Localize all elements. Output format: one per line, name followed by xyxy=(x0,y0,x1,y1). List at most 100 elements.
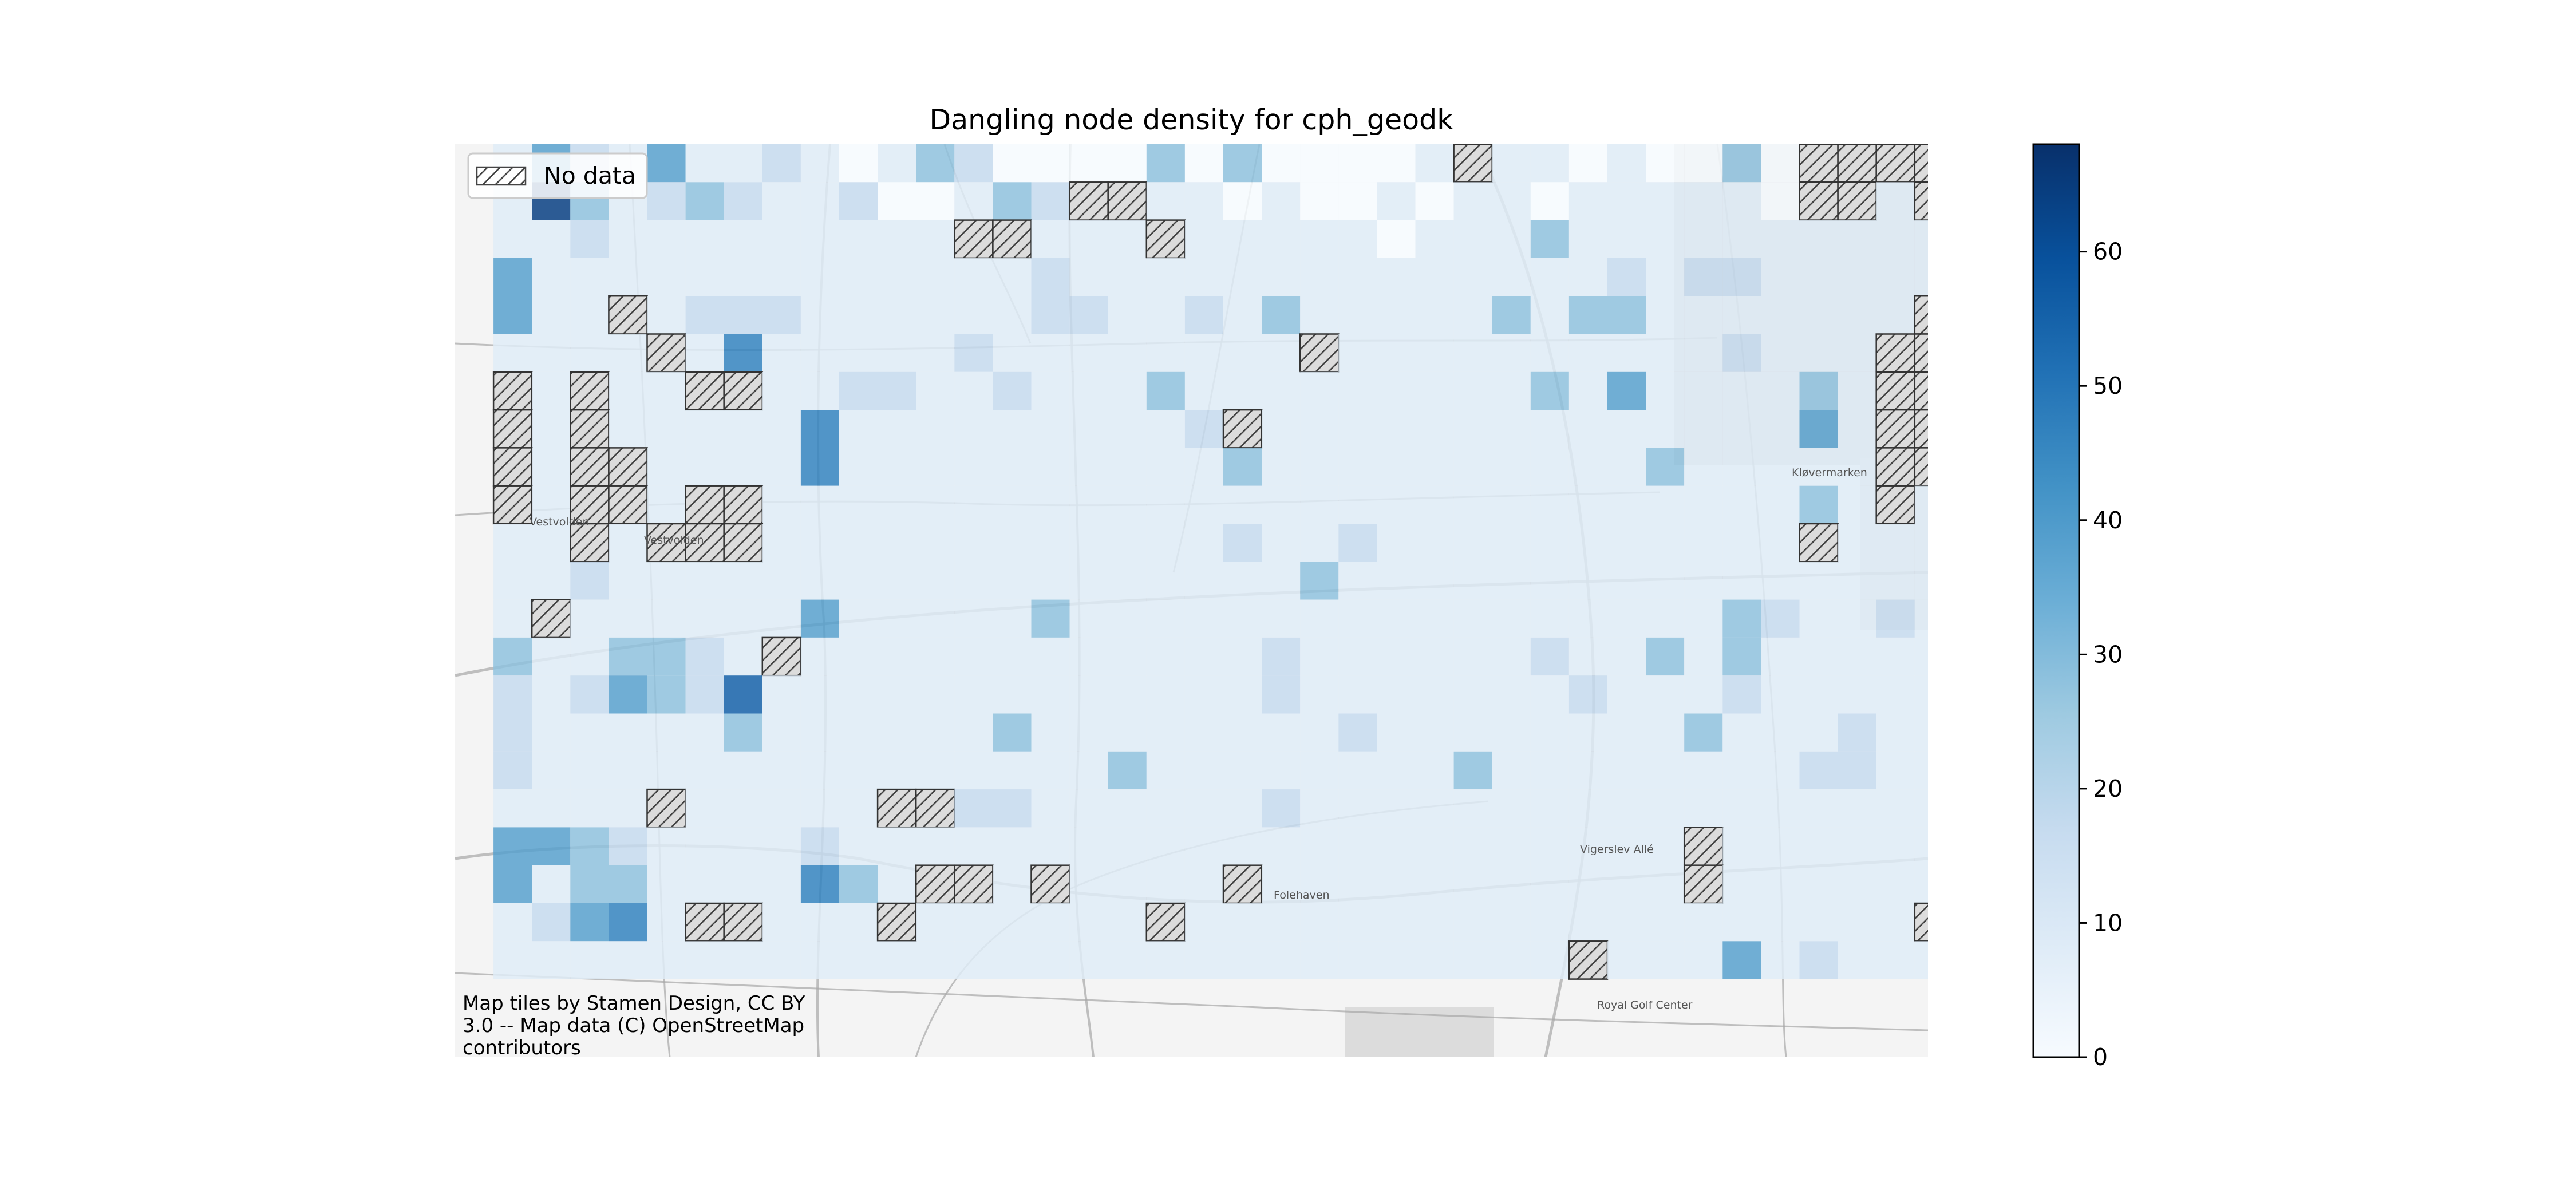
attribution-line: Map tiles by Stamen Design, CC BY xyxy=(463,992,805,1015)
density-cell xyxy=(1722,865,1761,903)
density-cell xyxy=(1799,675,1838,714)
no-data-cell xyxy=(1568,940,1609,980)
density-cell xyxy=(1146,296,1185,334)
density-cell xyxy=(1262,637,1301,676)
density-cell xyxy=(1799,865,1838,903)
density-cell xyxy=(1146,751,1185,790)
density-cell xyxy=(609,371,647,410)
density-cell xyxy=(1492,941,1531,979)
density-cell xyxy=(685,713,724,752)
density-cell xyxy=(1722,637,1761,676)
density-cell xyxy=(1262,903,1301,942)
density-cell xyxy=(1108,675,1147,714)
density-cell xyxy=(800,258,839,296)
legend-swatch xyxy=(476,166,527,186)
density-cell xyxy=(800,675,839,714)
density-cell xyxy=(1031,599,1070,638)
density-cell xyxy=(1761,827,1800,865)
density-cell xyxy=(839,334,878,372)
density-cell xyxy=(1184,562,1223,600)
density-cell xyxy=(532,941,571,979)
no-data-cell xyxy=(1914,902,1928,942)
density-cell xyxy=(532,903,571,942)
density-cell xyxy=(1300,562,1339,600)
density-cell xyxy=(916,220,955,258)
density-cell xyxy=(800,334,839,372)
density-cell xyxy=(762,524,801,562)
density-cell xyxy=(1722,334,1761,372)
density-cell xyxy=(954,258,993,296)
density-cell xyxy=(839,675,878,714)
density-cell xyxy=(916,827,955,865)
no-data-cell xyxy=(1914,409,1928,449)
density-cell xyxy=(647,182,686,220)
density-cell xyxy=(1377,371,1416,410)
density-cell xyxy=(1146,334,1185,372)
density-cell xyxy=(762,485,801,524)
density-cell xyxy=(1492,865,1531,903)
density-cell xyxy=(1146,258,1185,296)
density-cell xyxy=(762,599,801,638)
density-cell xyxy=(1722,789,1761,828)
no-data-cell xyxy=(1799,523,1839,563)
density-cell xyxy=(839,903,878,942)
density-cell xyxy=(1530,220,1569,258)
density-cell xyxy=(1838,334,1876,372)
density-cell xyxy=(1453,789,1492,828)
no-data-cell xyxy=(1799,181,1839,221)
density-cell xyxy=(647,562,686,600)
density-cell xyxy=(1300,789,1339,828)
density-cell xyxy=(878,713,916,752)
density-cell xyxy=(1069,599,1108,638)
density-cell xyxy=(532,296,571,334)
density-cell xyxy=(1530,941,1569,979)
density-cell xyxy=(993,258,1032,296)
density-cell xyxy=(1031,562,1070,600)
density-cell xyxy=(724,334,762,372)
density-cell xyxy=(532,485,571,524)
density-cell xyxy=(532,865,571,903)
density-cell xyxy=(1914,220,1928,258)
density-cell xyxy=(1492,258,1531,296)
colorbar-tick-label: 0 xyxy=(2093,1043,2108,1071)
density-cell xyxy=(839,524,878,562)
density-cell xyxy=(1530,599,1569,638)
density-cell xyxy=(800,220,839,258)
density-cell xyxy=(493,524,532,562)
density-cell xyxy=(1300,410,1339,448)
density-cell xyxy=(685,637,724,676)
density-cell xyxy=(1184,448,1223,486)
density-cell xyxy=(1838,637,1876,676)
no-data-cell xyxy=(876,788,917,828)
density-cell xyxy=(839,865,878,903)
density-cell xyxy=(800,637,839,676)
density-cell xyxy=(1184,789,1223,828)
density-cell xyxy=(1338,675,1377,714)
density-cell xyxy=(1184,865,1223,903)
density-cell xyxy=(839,220,878,258)
density-cell xyxy=(570,941,609,979)
density-cell xyxy=(647,865,686,903)
density-cell xyxy=(1300,903,1339,942)
density-cell xyxy=(1607,182,1646,220)
density-cell xyxy=(993,789,1032,828)
density-cell xyxy=(609,637,647,676)
density-cell xyxy=(878,220,916,258)
density-cell xyxy=(954,524,993,562)
density-cell xyxy=(1492,637,1531,676)
density-cell xyxy=(1492,144,1531,183)
density-cell xyxy=(1108,296,1147,334)
density-cell xyxy=(1838,296,1876,334)
density-cell xyxy=(916,599,955,638)
density-cell xyxy=(1799,599,1838,638)
density-cell xyxy=(532,713,571,752)
density-cell xyxy=(570,751,609,790)
density-cell xyxy=(916,941,955,979)
no-data-cell xyxy=(1875,333,1916,373)
density-cell xyxy=(1262,448,1301,486)
density-cell xyxy=(800,751,839,790)
density-cell xyxy=(993,144,1032,183)
density-cell xyxy=(570,903,609,942)
density-cell xyxy=(1031,258,1070,296)
density-cell xyxy=(916,562,955,600)
